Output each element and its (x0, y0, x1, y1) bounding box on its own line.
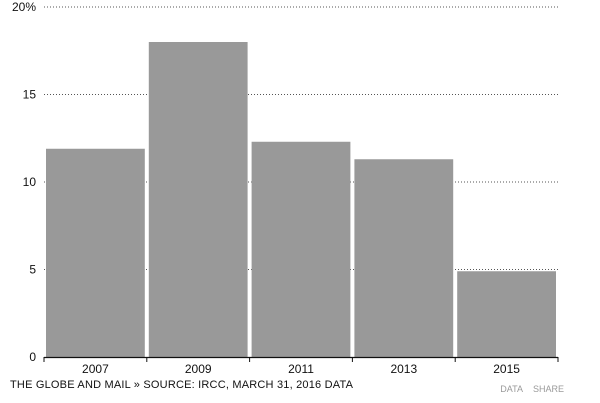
x-tick-label: 2011 (288, 362, 314, 376)
bars (46, 42, 556, 357)
y-tick-label: 20% (12, 0, 36, 14)
x-tick-label: 2013 (390, 362, 417, 376)
bar (46, 148, 145, 357)
x-tick-label: 2015 (493, 362, 520, 376)
bar (457, 271, 556, 357)
bar (148, 42, 248, 357)
y-tick-label: 5 (29, 263, 36, 277)
share-link[interactable]: SHARE (532, 384, 564, 394)
x-tick-label: 2007 (82, 362, 109, 376)
footer-links: DATA SHARE (492, 384, 564, 394)
x-tick-label: 2009 (185, 362, 212, 376)
y-axis-tick-labels: 0 5 10 15 20% (12, 0, 36, 364)
y-tick-label: 15 (23, 88, 37, 102)
data-link[interactable]: DATA (500, 384, 523, 394)
y-tick-label: 10 (23, 175, 37, 189)
x-axis (43, 356, 559, 362)
bar (354, 159, 454, 357)
source-credit: THE GLOBE AND MAIL » SOURCE: IRCC, MARCH… (10, 379, 354, 391)
y-tick-label: 0 (29, 350, 36, 364)
bar (251, 141, 351, 357)
x-axis-tick-labels: 2007 2009 2011 2013 2015 (82, 362, 520, 376)
